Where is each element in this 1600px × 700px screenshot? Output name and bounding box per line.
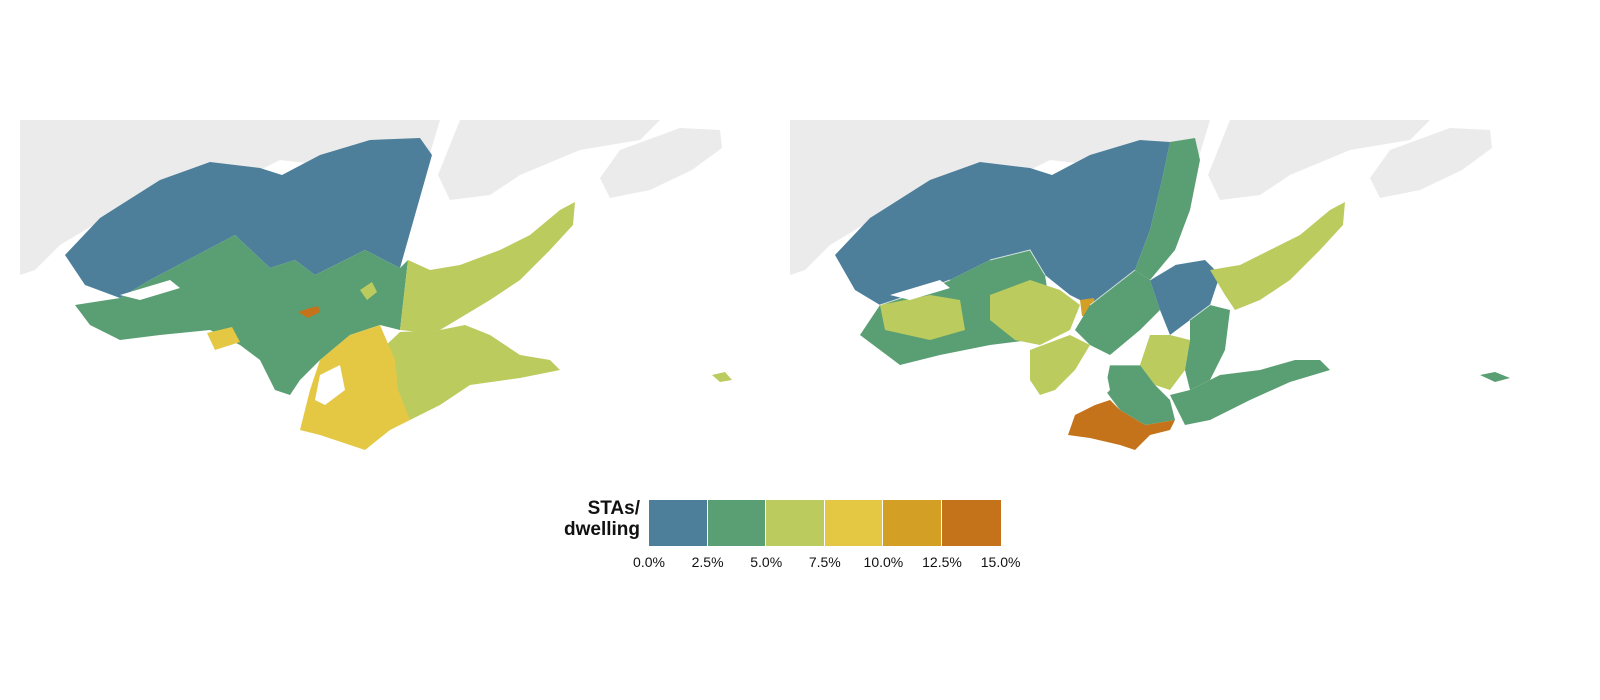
map-region[interactable] bbox=[65, 138, 432, 298]
legend-swatch bbox=[707, 500, 767, 546]
map-region[interactable] bbox=[207, 327, 240, 350]
legend-swatch bbox=[941, 500, 1001, 546]
map-region[interactable] bbox=[1170, 360, 1330, 425]
map-region[interactable] bbox=[1075, 270, 1160, 355]
legend-title-line1: STAs/ bbox=[587, 498, 640, 519]
right-choropleth-map bbox=[790, 120, 1510, 450]
legend-swatch bbox=[824, 500, 884, 546]
water bbox=[315, 365, 345, 405]
map-region[interactable] bbox=[298, 306, 320, 318]
map-region[interactable] bbox=[365, 325, 560, 420]
map-region[interactable] bbox=[1150, 260, 1220, 335]
boundary-lines bbox=[879, 249, 1211, 366]
legend-swatch bbox=[883, 500, 942, 546]
background-land bbox=[438, 120, 660, 200]
left-choropleth-map bbox=[20, 120, 732, 450]
map-region[interactable] bbox=[1480, 372, 1510, 382]
map-region[interactable] bbox=[990, 280, 1080, 345]
map-region[interactable] bbox=[1135, 138, 1200, 280]
map-region[interactable] bbox=[712, 372, 732, 382]
background-land bbox=[1370, 128, 1492, 198]
legend-swatch bbox=[766, 500, 825, 546]
legend-tick-label: 7.5% bbox=[808, 554, 841, 570]
map-region[interactable] bbox=[75, 235, 408, 395]
legend-tick-label: 0.0% bbox=[633, 554, 665, 570]
legend-color-bar bbox=[649, 500, 1001, 546]
map-region[interactable] bbox=[360, 282, 377, 300]
map-region[interactable] bbox=[1105, 365, 1175, 425]
water bbox=[1085, 365, 1110, 405]
left-map-panel bbox=[20, 120, 760, 460]
legend-title: STAs/ dwelling bbox=[560, 498, 640, 540]
legend-title-line2: dwelling bbox=[564, 519, 640, 540]
map-region[interactable] bbox=[1030, 335, 1090, 395]
map-region[interactable] bbox=[300, 325, 410, 450]
color-legend: STAs/ dwelling 0.0% 2.5% 5.0% 7.5% 10.0% 12.5… bbox=[560, 498, 1040, 578]
map-region[interactable] bbox=[880, 295, 965, 340]
legend-tick-label: 12.5% bbox=[922, 554, 962, 570]
background-land bbox=[600, 128, 722, 198]
map-region[interactable] bbox=[835, 140, 1170, 305]
map-region[interactable] bbox=[1185, 305, 1230, 390]
water bbox=[120, 280, 180, 300]
background-land bbox=[1208, 120, 1430, 200]
right-map-panel bbox=[790, 120, 1530, 460]
map-region[interactable] bbox=[400, 202, 575, 332]
legend-swatch bbox=[649, 500, 708, 546]
legend-tick-label: 10.0% bbox=[863, 554, 904, 570]
legend-tick-label: 5.0% bbox=[750, 554, 783, 570]
map-region[interactable] bbox=[1140, 335, 1190, 390]
legend-tick-label: 2.5% bbox=[691, 554, 724, 570]
water bbox=[890, 280, 950, 300]
map-region[interactable] bbox=[1068, 400, 1175, 450]
map-region[interactable] bbox=[1210, 202, 1345, 310]
legend-tick-label: 15.0% bbox=[980, 554, 1021, 570]
